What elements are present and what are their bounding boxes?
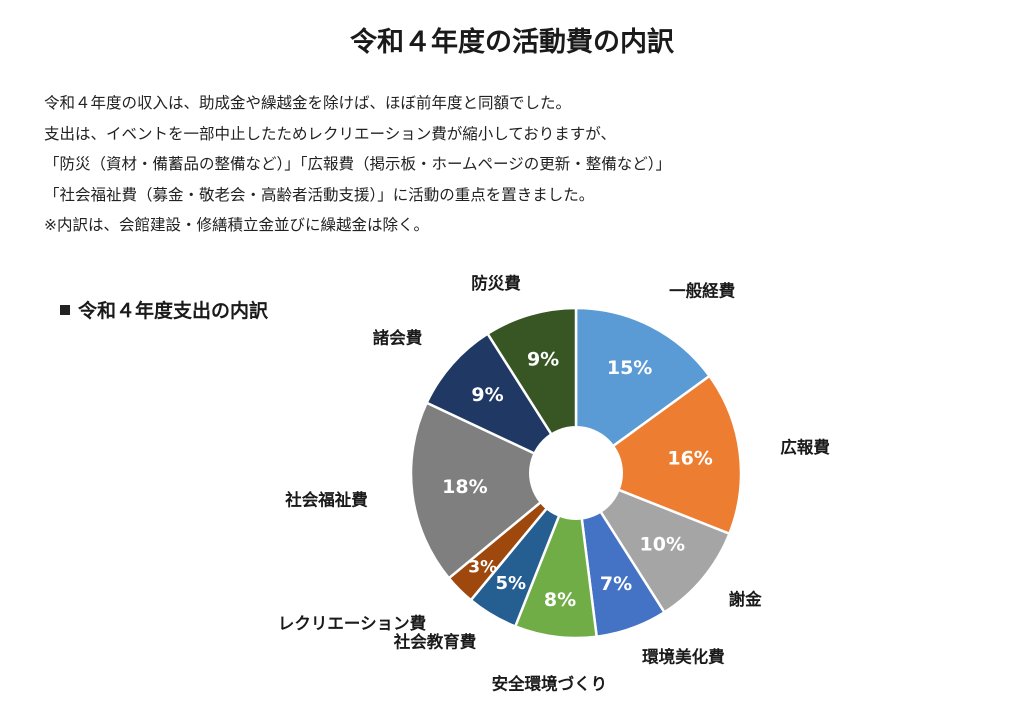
slice-category-label: レクリエーション費 [278,613,427,633]
intro-line: 令和４年度の収入は、助成金や繰越金を除けば、ほぼ前年度と同額でした。 [44,94,572,112]
slice-category-label: 防災費 [471,273,521,293]
intro-paragraph: 令和４年度の収入は、助成金や繰越金を除けば、ほぼ前年度と同額でした。 支出は、イ… [44,88,984,241]
slice-category-label: 社会福祉費 [284,489,368,509]
slice-category-label: 社会教育費 [393,632,477,652]
slice-percent-label: 7% [600,573,632,595]
slice-percent-label: 3% [468,557,497,577]
page-title: 令和４年度の活動費の内訳 [350,27,674,58]
slice-percent-label: 10% [640,533,685,555]
slice-percent-label: 9% [527,349,559,371]
pie-slice [409,401,579,580]
slice-category-label: 環境美化費 [642,647,725,667]
slice-percent-label: 8% [544,589,576,611]
slice-category-label: 広報費 [780,437,830,457]
intro-line: 「防災（資材・備蓄品の整備など）」「広報費（掲示板・ホームページの更新・整備など… [44,155,671,173]
square-bullet-icon [60,304,70,315]
pie-slice [573,374,743,536]
slice-percent-label: 16% [667,448,712,470]
chart-title: 令和４年度支出の内訳 [78,300,269,322]
pie-slice [572,470,732,615]
slice-percent-label: 15% [607,357,652,379]
pie-slice [574,306,712,476]
chart-title-block: 令和４年度支出の内訳 [60,296,268,323]
slice-percent-label: 9% [471,384,503,406]
slice-percent-label: 18% [442,476,487,498]
slice-category-label: 諸会費 [373,327,423,347]
intro-note: ※内訳は、会館建設・修繕積立金並びに繰越金は除く。 [44,216,429,234]
donut-hole [529,426,623,520]
slice-percent-label: 5% [496,573,527,594]
intro-line: 「社会福祉費（募金・敬老会・高齢者活動支援）」に活動の重点を置きました。 [44,185,595,204]
slice-category-label: 謝金 [729,589,763,609]
slice-category-label: 安全環境づくり [492,673,608,693]
slice-category-label: 一般経費 [669,280,736,300]
pie-slice [425,331,580,476]
intro-line: 支出は、イベントを一部中止したためレクリエーション費が縮小しておりますが、 [44,124,616,143]
